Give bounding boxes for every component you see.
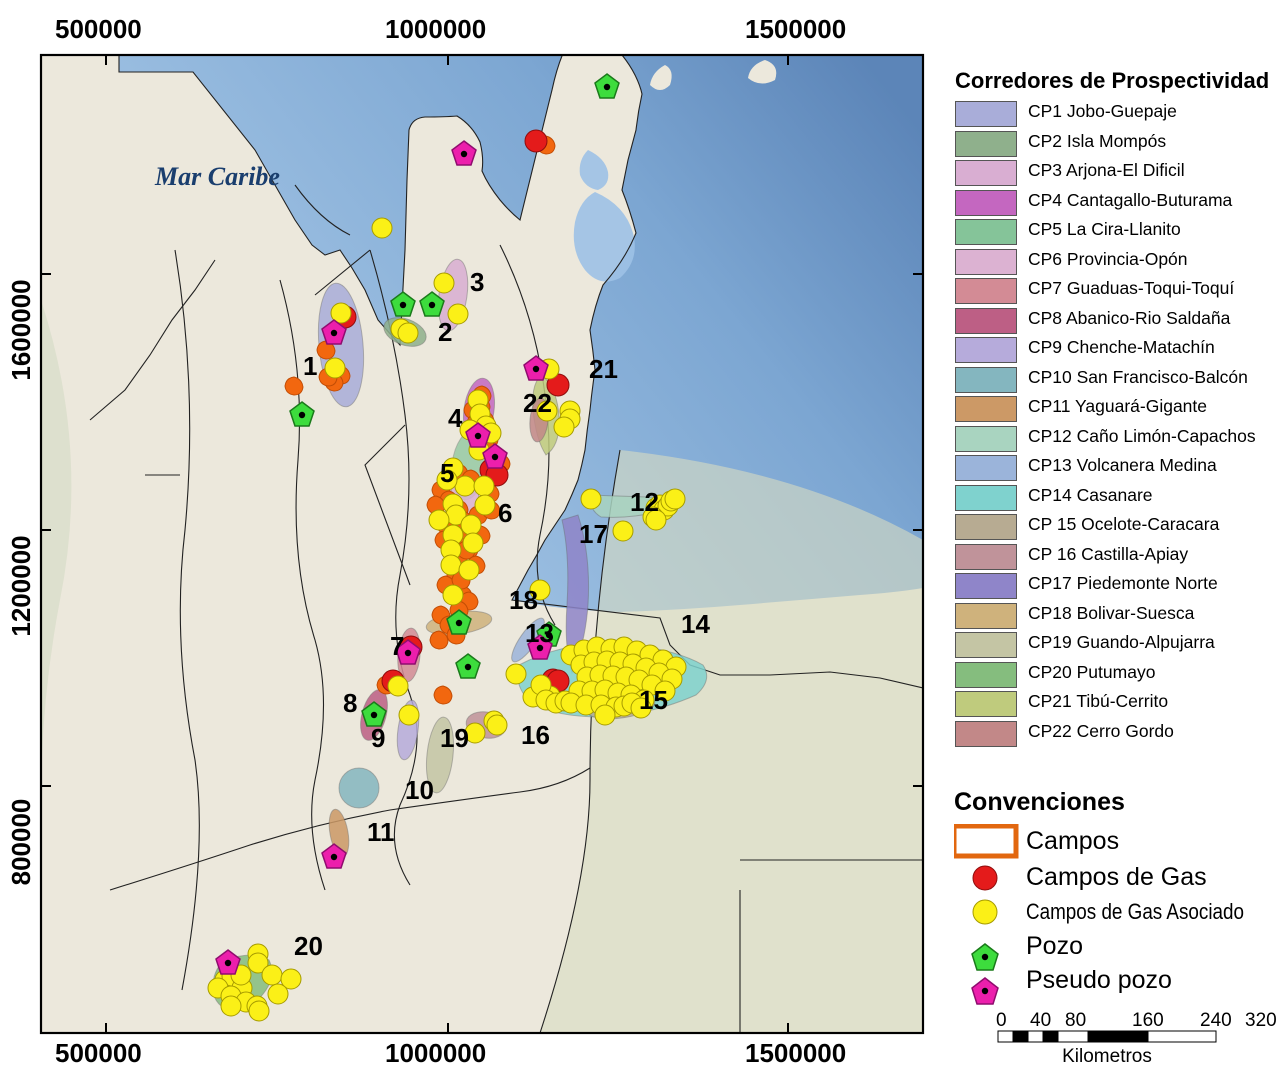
svg-text:4: 4: [448, 403, 463, 433]
svg-text:18: 18: [509, 585, 538, 615]
svg-text:Campos: Campos: [1026, 827, 1119, 855]
svg-text:7: 7: [390, 631, 404, 661]
svg-text:8: 8: [343, 688, 357, 718]
svg-text:16: 16: [521, 720, 550, 750]
svg-text:1200000: 1200000: [6, 535, 36, 636]
svg-text:12: 12: [630, 487, 659, 517]
svg-text:1: 1: [303, 351, 317, 381]
svg-text:Kilometros: Kilometros: [1062, 1046, 1152, 1067]
svg-text:13: 13: [525, 618, 554, 648]
svg-text:9: 9: [371, 723, 385, 753]
svg-text:15: 15: [639, 685, 668, 715]
svg-text:Campos de Gas: Campos de Gas: [1026, 863, 1207, 891]
svg-text:Pozo: Pozo: [1026, 932, 1083, 960]
svg-text:Pseudo pozo: Pseudo pozo: [1026, 966, 1172, 994]
svg-text:14: 14: [681, 609, 710, 639]
svg-text:2: 2: [438, 317, 452, 347]
svg-text:11: 11: [367, 817, 395, 847]
svg-text:800000: 800000: [6, 799, 36, 886]
svg-text:20: 20: [294, 931, 323, 961]
svg-text:5: 5: [440, 458, 454, 488]
svg-text:1600000: 1600000: [6, 279, 36, 380]
svg-text:3: 3: [470, 267, 484, 297]
svg-text:Campos de Gas Asociado: Campos de Gas Asociado: [1026, 899, 1244, 924]
svg-text:17: 17: [579, 519, 608, 549]
svg-text:10: 10: [405, 775, 434, 805]
svg-text:22: 22: [523, 388, 552, 418]
svg-text:Mar Caribe: Mar Caribe: [154, 162, 280, 191]
svg-text:21: 21: [589, 354, 618, 384]
svg-text:6: 6: [498, 498, 512, 528]
svg-text:19: 19: [440, 723, 469, 753]
